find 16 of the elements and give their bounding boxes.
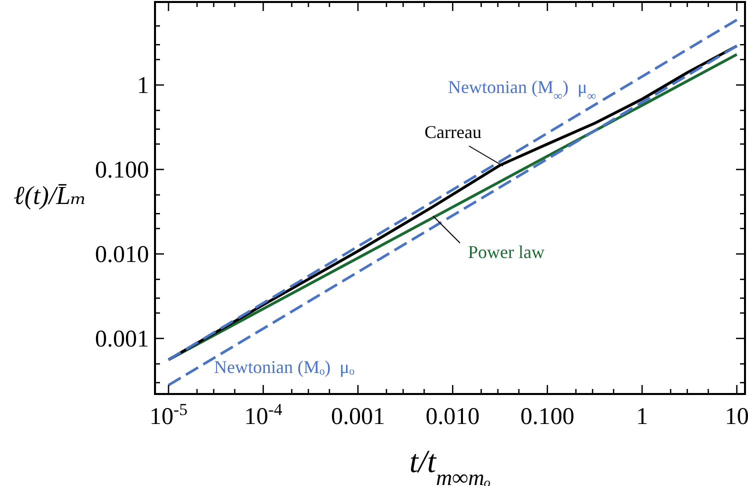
series-label: Carreau	[424, 122, 482, 142]
x-tick-label: 10$^{-5}$	[150, 400, 188, 430]
y-tick-label: 0.010	[95, 242, 149, 268]
series-label: Newtonian (Mₒ) μₒ	[214, 357, 354, 377]
series-label: Newtonian (M$_{∞}$) μ$_{∞}$	[448, 77, 596, 103]
y-tick-label: 0.100	[95, 157, 149, 184]
x-tick-label: 0.001	[330, 404, 385, 430]
text: Power law	[468, 242, 544, 262]
x-tick-label: 10$^{-4}$	[244, 400, 283, 430]
y-axis-title: ℓ(t)/L̄ₘ	[14, 181, 86, 210]
x-tick-label: 1	[636, 404, 648, 430]
y-tick-label: 1	[137, 72, 149, 99]
x-tick-label: 0.100	[520, 404, 574, 430]
y-tick-label: 0.001	[95, 326, 149, 352]
x-tick-label: 0.010	[426, 404, 480, 430]
x-tick-label: 10	[724, 404, 748, 430]
